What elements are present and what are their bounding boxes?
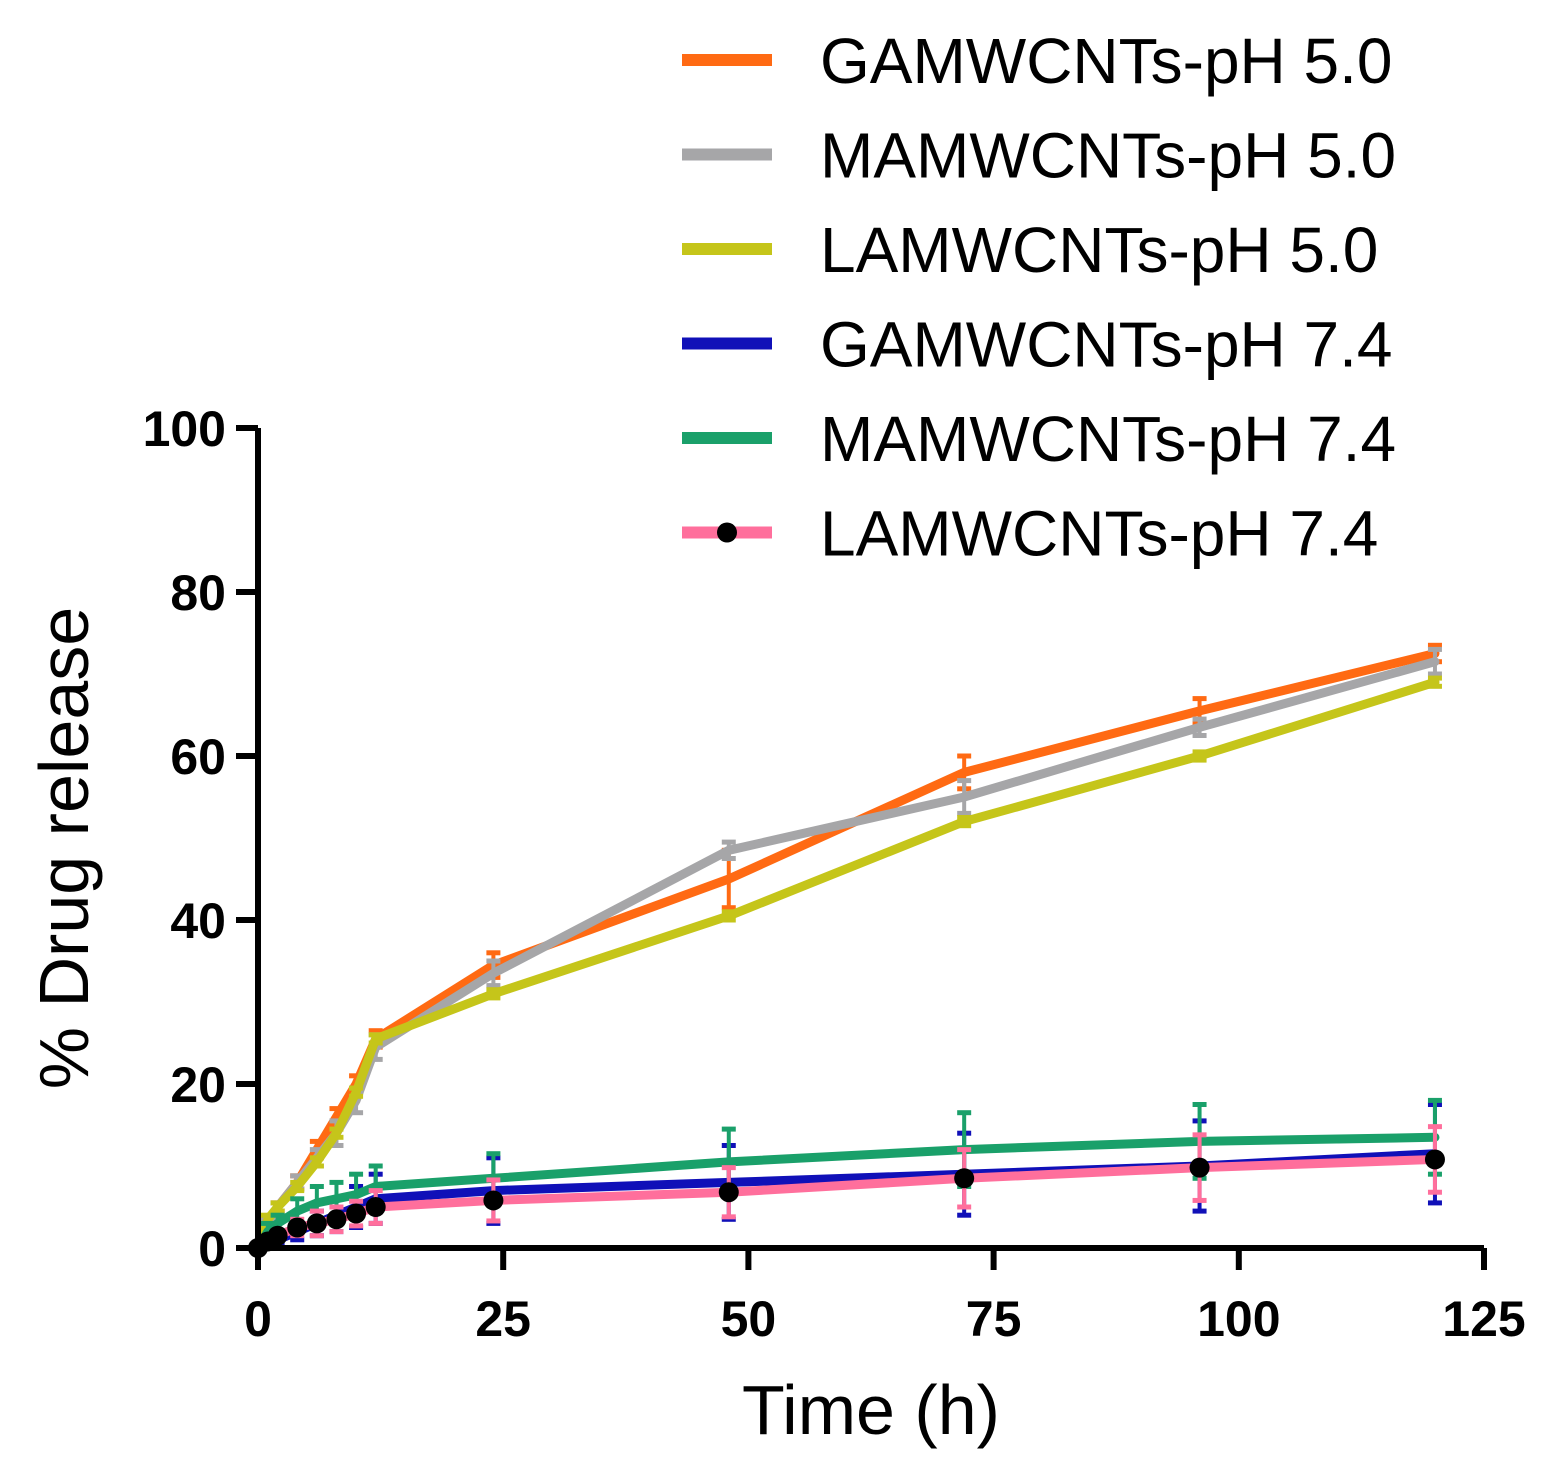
series-3 <box>253 1102 1442 1253</box>
y-tick-label: 100 <box>143 401 226 457</box>
y-axis-title: % Drug release <box>25 607 103 1089</box>
x-tick-label: 50 <box>721 1291 777 1347</box>
data-point <box>306 1213 327 1234</box>
legend: GAMWCNTs-pH 5.0 MAMWCNTs-pH 5.0 LAMWCNTs-p… <box>682 25 1396 570</box>
legend-marker <box>717 522 737 543</box>
y-tick-label: 60 <box>170 729 226 785</box>
data-point <box>1189 1157 1210 1178</box>
x-axis-title: Time (h) <box>742 1371 1000 1449</box>
data-point <box>365 1197 386 1217</box>
legend-item: LAMWCNTs-pH 7.4 <box>682 498 1378 570</box>
data-point <box>483 1190 504 1211</box>
y-tick-label: 40 <box>170 893 226 949</box>
series-2 <box>253 675 1442 1253</box>
data-point <box>1424 1149 1445 1170</box>
x-tick-label: 25 <box>475 1291 531 1347</box>
data-point <box>267 1225 288 1246</box>
legend-label: LAMWCNTs-pH 7.4 <box>820 498 1378 570</box>
legend-item: GAMWCNTs-pH 7.4 <box>682 309 1393 381</box>
y-tick-label: 0 <box>198 1221 226 1277</box>
legend-label: MAMWCNTs-pH 7.4 <box>820 403 1396 475</box>
legend-label: MAMWCNTs-pH 5.0 <box>820 120 1396 192</box>
legend-label: GAMWCNTs-pH 7.4 <box>820 309 1393 381</box>
data-point <box>954 1168 975 1189</box>
plot-area: 0 20 40 60 80 100 0 25 50 75 100 125 <box>143 401 1526 1347</box>
x-tick-label: 0 <box>244 1291 272 1347</box>
data-point <box>718 1182 739 1203</box>
x-tick-label: 100 <box>1197 1291 1280 1347</box>
series-line <box>253 1154 1440 1253</box>
legend-item: LAMWCNTs-pH 5.0 <box>682 214 1378 286</box>
data-point <box>346 1203 367 1224</box>
legend-label: GAMWCNTs-pH 5.0 <box>820 25 1393 97</box>
series-line <box>253 677 1440 1253</box>
y-ticks: 0 20 40 60 80 100 <box>143 401 258 1277</box>
data-point <box>287 1217 308 1238</box>
legend-item: MAMWCNTs-pH 5.0 <box>682 120 1396 192</box>
x-tick-label: 125 <box>1442 1291 1525 1347</box>
data-point <box>326 1209 347 1230</box>
x-tick-label: 75 <box>966 1291 1022 1347</box>
series-layer <box>248 642 1445 1258</box>
legend-item: MAMWCNTs-pH 7.4 <box>682 403 1396 475</box>
series-5 <box>248 1124 1445 1258</box>
x-ticks: 0 25 50 75 100 125 <box>244 1248 1526 1347</box>
axes-layer: 0 20 40 60 80 100 0 25 50 75 100 125 <box>143 401 1526 1347</box>
legend-item: GAMWCNTs-pH 5.0 <box>682 25 1393 97</box>
y-tick-label: 20 <box>170 1057 226 1113</box>
legend-label: LAMWCNTs-pH 5.0 <box>820 214 1378 286</box>
y-tick-label: 80 <box>170 565 226 621</box>
